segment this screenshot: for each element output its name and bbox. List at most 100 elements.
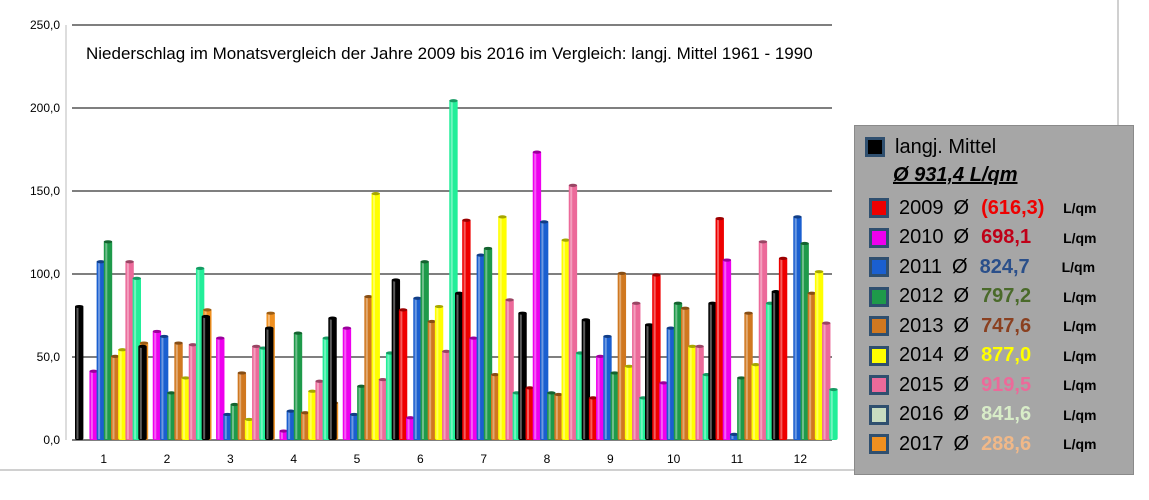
bar-2009-m6 [398, 308, 408, 440]
bar-2013-m3 [237, 371, 247, 440]
bar-highlight [696, 347, 699, 439]
legend-average-symbol: Ø [953, 226, 970, 248]
legend-year-2010: 2010 [899, 226, 944, 248]
bar-cap [413, 296, 422, 300]
bar-2015-m12 [822, 322, 831, 440]
bar-highlight [760, 242, 763, 439]
legend-row-2010: 2010 Ø 698,1 L/qm [869, 224, 1097, 252]
bar-highlight [105, 242, 108, 439]
bar-highlight [506, 300, 509, 439]
bar-cap [632, 301, 641, 305]
bar-highlight [478, 256, 481, 439]
legend-row-2015: 2015 Ø 919,5 L/qm [869, 371, 1097, 399]
bar-cap [328, 316, 337, 320]
bar-2012-m12 [800, 242, 809, 440]
bar-2011-m9 [603, 335, 612, 440]
legend-year-2013: 2013 [899, 314, 944, 337]
x-tick-label: 3 [227, 452, 234, 466]
bar-2011-m3 [223, 413, 232, 440]
bar-highlight [266, 329, 269, 439]
bar-2010-m11 [722, 259, 732, 440]
bar-highlight [519, 314, 522, 439]
x-tick-label: 4 [290, 452, 297, 466]
legend-year-2012: 2012 [899, 285, 944, 307]
bar-highlight [231, 405, 234, 439]
bar-langj-mittel-m6 [391, 278, 401, 440]
bar-langj-mittel-m9 [581, 318, 591, 440]
bar-cap [645, 323, 654, 327]
bar-cap [483, 246, 493, 251]
bar-highlight [675, 304, 678, 439]
x-tick-label: 12 [794, 452, 808, 466]
bar-cap [829, 387, 838, 392]
bar-2015-m2 [188, 343, 198, 440]
bar-2014-m2 [181, 376, 190, 440]
bar-cap [195, 266, 205, 270]
bar-2012-m4 [293, 332, 303, 440]
legend-swatch-2016 [869, 404, 889, 425]
bar-highlight [456, 294, 459, 439]
bar-highlight [407, 418, 410, 439]
legend-unit: L/qm [1061, 259, 1096, 275]
bar-highlight [197, 269, 200, 439]
x-tick-label: 10 [667, 452, 681, 466]
bar-cap [737, 376, 746, 380]
bar-cap [581, 318, 591, 322]
bar-cap [659, 381, 668, 385]
bar-highlight [280, 432, 283, 439]
bar-cap [349, 412, 359, 417]
bar-cap [159, 334, 169, 339]
legend-year-2017: 2017 [899, 432, 944, 455]
bar-langj-mittel-m12 [771, 290, 781, 440]
bar-highlight [745, 314, 748, 439]
bar-highlight [90, 372, 93, 439]
bar-2015-m6 [442, 350, 451, 440]
bar-highlight [373, 194, 376, 439]
legend-mittel-average: Ø 931,4 L/qm [893, 164, 1018, 186]
legend-row-2013: 2013 Ø 747,6 L/qm [869, 312, 1097, 340]
bar-cap [708, 301, 717, 305]
legend-average-symbol: Ø [953, 403, 970, 425]
legend-row-2016: 2016 Ø 841,6 L/qm [869, 401, 1097, 429]
bar-cap [138, 344, 147, 348]
bar-2013-m6 [427, 320, 437, 440]
bar-2012-m1 [103, 240, 113, 440]
bar-2012-m3 [230, 403, 239, 440]
bar-highlight [98, 262, 101, 439]
legend-swatch-2010 [869, 227, 889, 248]
bar-highlight [168, 393, 171, 439]
legend-average-symbol: Ø [953, 314, 970, 337]
legend-swatch-2015 [869, 375, 889, 395]
y-tick-label: 250,0 [30, 18, 60, 32]
bar-cap [252, 344, 261, 348]
bar-langj-mittel-m1 [75, 305, 84, 440]
bar-cap [132, 276, 141, 280]
y-tick-label: 150,0 [30, 184, 60, 198]
legend-average-symbol: Ø [953, 373, 970, 396]
bar-highlight [154, 332, 157, 439]
bar-2014-m7 [498, 215, 507, 440]
legend-swatch-2013 [869, 316, 889, 336]
bar-cap [237, 371, 247, 375]
legend-total-2010: 698,1 [981, 226, 1032, 248]
bar-highlight [380, 380, 383, 439]
bar-highlight [463, 221, 466, 439]
bar-2011-m1 [96, 260, 105, 440]
bar-2013-m11 [744, 312, 753, 440]
bar-cap [315, 379, 324, 383]
y-tick-label: 50,0 [37, 350, 61, 364]
bar-langj-mittel-m11 [708, 302, 717, 440]
bar-highlight [302, 413, 305, 439]
bar-cap [364, 294, 373, 299]
bar-2011-m2 [159, 335, 169, 440]
bar-highlight [253, 347, 256, 439]
bar-cap [434, 304, 444, 309]
bar-highlight [309, 392, 312, 439]
bar-2011-m5 [349, 413, 359, 440]
bar-langj-mittel-m2 [138, 345, 147, 440]
bar-highlight [119, 350, 122, 439]
legend-average-symbol: Ø [952, 255, 968, 278]
bar-2013-m5 [364, 295, 373, 440]
bar-2010-m6 [406, 416, 415, 440]
legend-total-2016: 841,6 [981, 403, 1032, 425]
